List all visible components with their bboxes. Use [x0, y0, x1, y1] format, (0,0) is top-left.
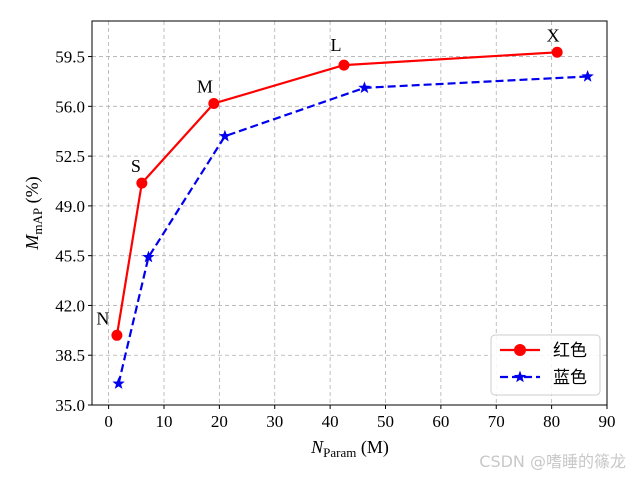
point-label: X	[547, 25, 560, 45]
x-axis-label: NParam (M)	[310, 437, 389, 460]
y-tick-label: 49.0	[55, 197, 85, 216]
plot-frame	[91, 20, 608, 406]
y-tick-label: 56.0	[55, 97, 85, 116]
x-tick-label: 80	[543, 412, 560, 431]
legend-label-blue: 蓝色	[553, 368, 587, 388]
data-point-blue	[218, 129, 232, 142]
x-tick-label: 20	[211, 412, 228, 431]
data-point-blue	[581, 69, 594, 82]
data-point-red	[111, 329, 123, 341]
axis-ticks: 0 10 20 30 40 50 60 70 80 90 35.0 38.5 42.0 45.5 49.0 5…	[55, 48, 615, 431]
y-tick-label: 45.5	[55, 247, 85, 266]
data-point-blue	[358, 81, 371, 94]
data-point-blue	[142, 250, 155, 263]
point-label: L	[330, 35, 341, 55]
y-tick-label: 35.0	[55, 396, 85, 415]
legend: 红色 蓝色	[490, 334, 601, 396]
x-tick-label: 0	[104, 412, 113, 431]
legend-marker-blue	[513, 370, 527, 383]
data-point-red	[551, 46, 563, 58]
data-point-red	[136, 177, 148, 189]
point-labels: N S M L X	[96, 25, 559, 328]
series-layer	[111, 46, 594, 389]
series-line-blue	[117, 75, 588, 384]
data-point-red	[208, 97, 220, 109]
x-tick-label: 60	[432, 412, 449, 431]
y-tick-label: 59.5	[55, 48, 85, 67]
y-tick-label: 38.5	[55, 346, 85, 365]
y-tick-label: 52.5	[55, 147, 85, 166]
legend-marker-red	[514, 344, 526, 356]
x-tick-label: 90	[599, 412, 616, 431]
x-tick-label: 10	[155, 412, 172, 431]
data-point-red	[338, 59, 350, 71]
y-tick-label: 42.0	[55, 296, 85, 315]
series-line-red	[115, 51, 558, 336]
point-label: S	[131, 156, 141, 176]
x-tick-label: 70	[488, 412, 505, 431]
point-label: M	[197, 76, 213, 96]
x-tick-label: 30	[266, 412, 283, 431]
x-tick-label: 40	[322, 412, 339, 431]
point-label: N	[96, 308, 109, 328]
x-tick-label: 50	[377, 412, 394, 431]
data-point-blue	[112, 377, 125, 389]
legend-label-red: 红色	[553, 341, 587, 361]
watermark: CSDN @嗜睡的篠龙	[479, 452, 626, 471]
y-axis-label: MmAP (%)	[22, 176, 45, 250]
